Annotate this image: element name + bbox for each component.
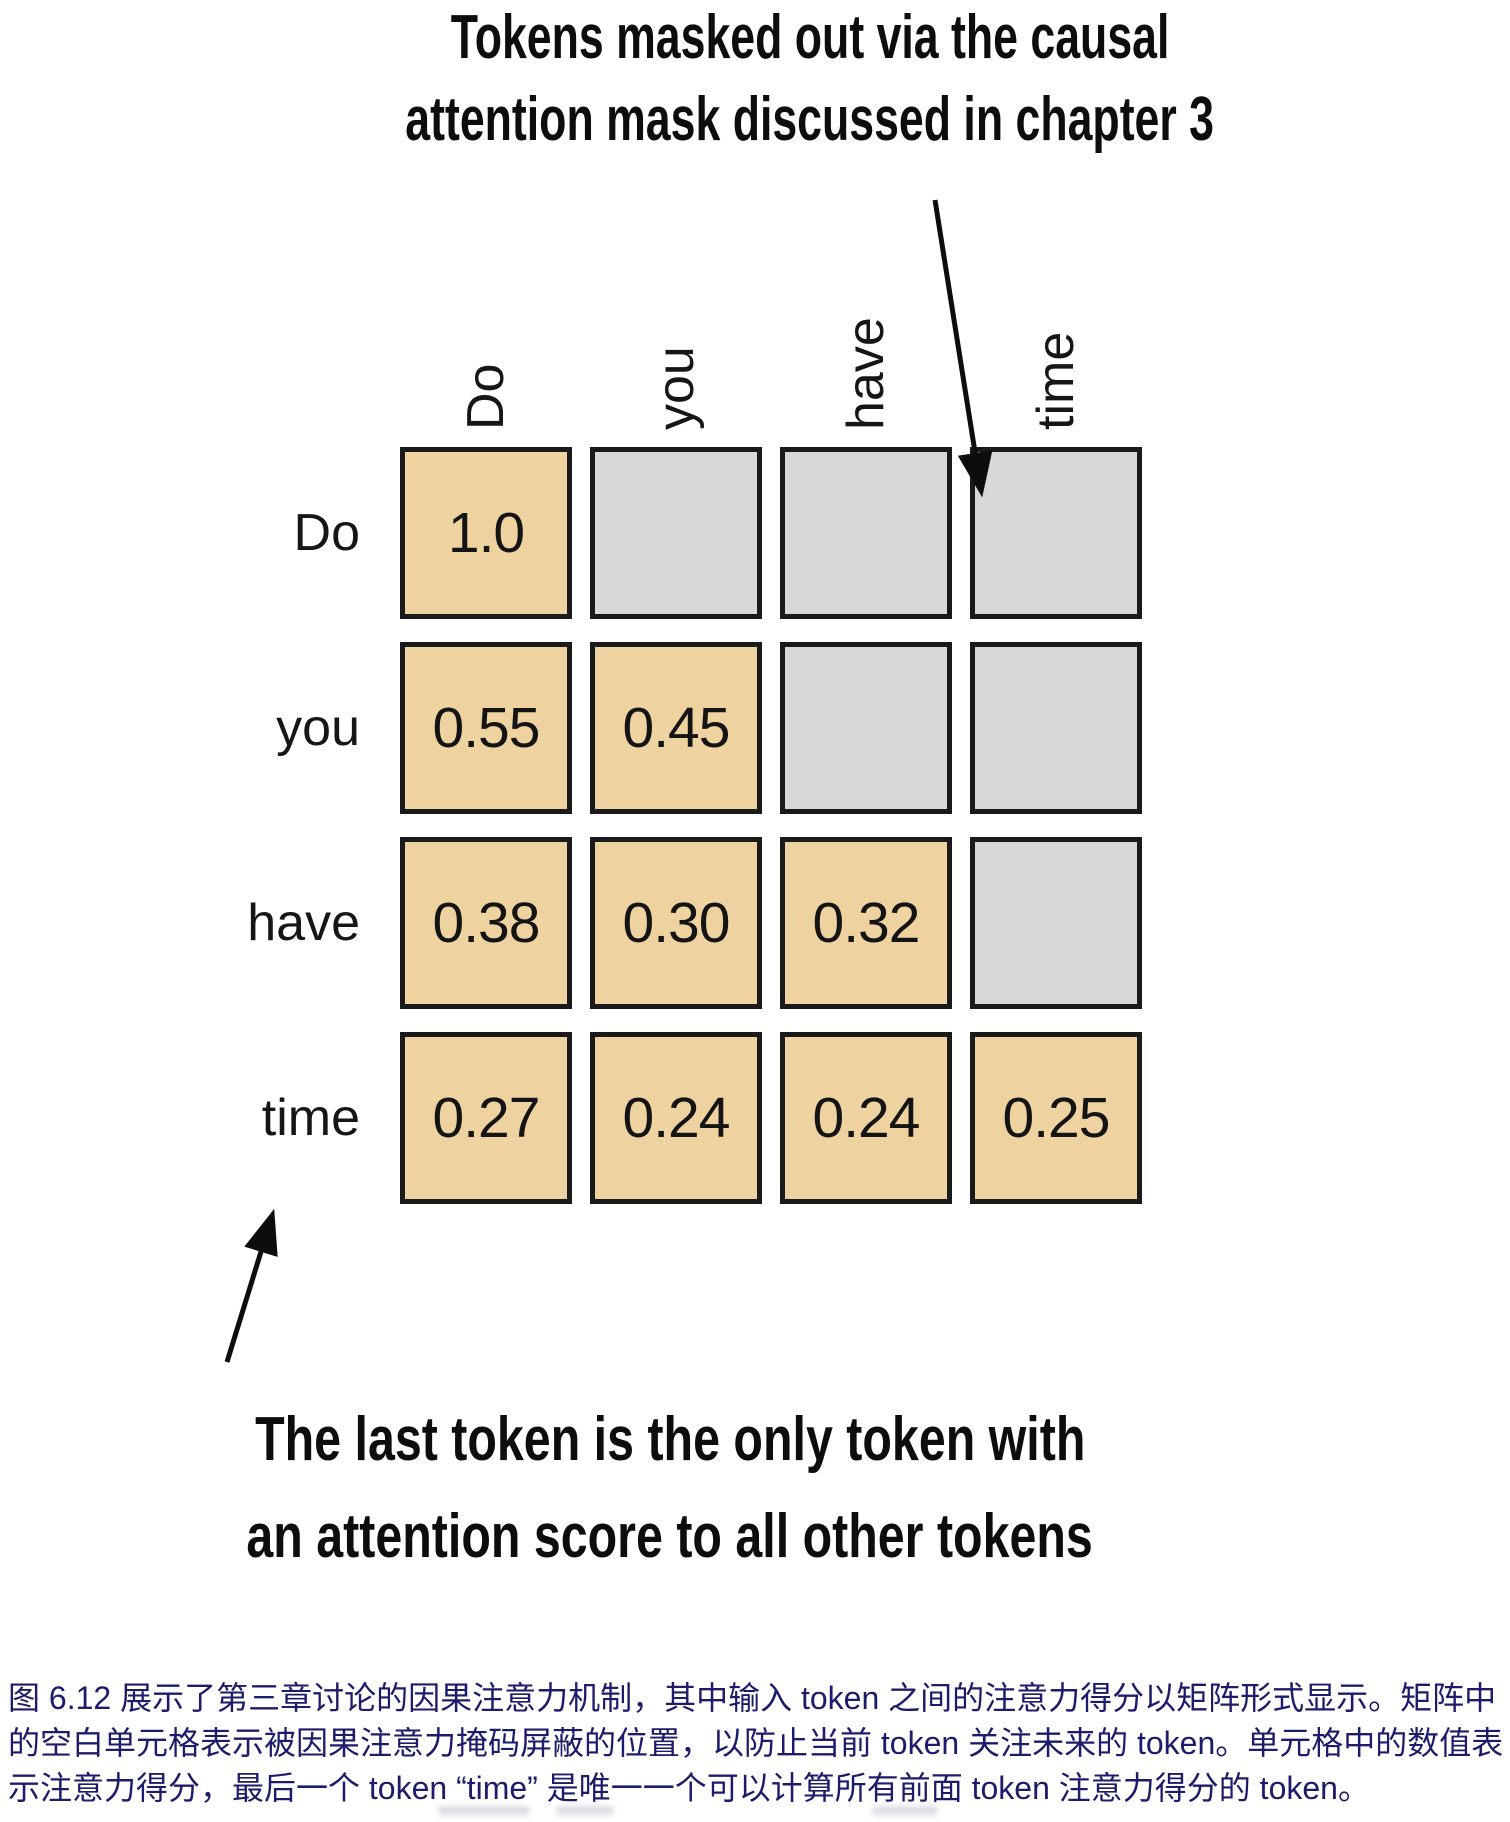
column-header-you: you <box>647 346 705 430</box>
masked-cell <box>970 642 1142 814</box>
attention-score-cell: 0.24 <box>590 1032 762 1204</box>
top-annotation-line-2: attention mask discussed in chapter 3 <box>405 85 1215 154</box>
row-label-Do: Do <box>293 504 360 562</box>
row-label-have: have <box>247 894 360 952</box>
masked-cell <box>590 447 762 619</box>
attention-score-cell: 0.38 <box>400 837 572 1009</box>
top-annotation-line-1: Tokens masked out via the causal <box>450 3 1170 72</box>
attention-score-cell: 0.45 <box>590 642 762 814</box>
column-header-time: time <box>1027 331 1085 430</box>
artifact-smudge <box>556 1806 614 1815</box>
masked-cell <box>970 447 1142 619</box>
artifact-smudge <box>438 1806 530 1815</box>
attention-matrix: 1.0 0.55 0.45 0.38 0.30 0.32 0.27 0.24 0.24 0.25 <box>400 447 1142 1204</box>
masked-cell <box>780 447 952 619</box>
artifact-smudge <box>872 1806 938 1815</box>
bottom-annotation-line-1: The last token is the only token with <box>254 1405 1086 1474</box>
attention-score-cell: 0.32 <box>780 837 952 1009</box>
attention-score-cell: 0.27 <box>400 1032 572 1204</box>
attention-score-cell: 0.25 <box>970 1032 1142 1204</box>
attention-score-cell: 1.0 <box>400 447 572 619</box>
arrow-to-last-token <box>224 1208 278 1363</box>
column-header-Do: Do <box>457 363 515 430</box>
column-header-have: have <box>837 317 895 430</box>
masked-cell <box>970 837 1142 1009</box>
row-label-time: time <box>261 1089 360 1147</box>
row-label-you: you <box>276 699 360 757</box>
bottom-annotation-line-2: an attention score to all other tokens <box>246 1502 1094 1571</box>
attention-score-cell: 0.55 <box>400 642 572 814</box>
masked-cell <box>780 642 952 814</box>
figure-caption: 图 6.12 展示了第三章讨论的因果注意力机制，其中输入 token 之间的注意… <box>8 1680 1504 1806</box>
attention-score-cell: 0.30 <box>590 837 762 1009</box>
attention-score-cell: 0.24 <box>780 1032 952 1204</box>
